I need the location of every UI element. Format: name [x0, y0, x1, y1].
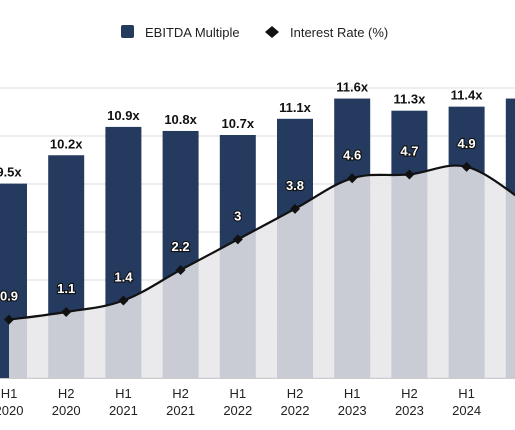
x-tick-year-8: 2024 [452, 403, 481, 418]
rate-label-0: 0.9 [0, 289, 18, 304]
interest-line [4, 161, 515, 325]
interest-marker-8 [461, 161, 472, 172]
x-tick-label-3: H2 [172, 386, 189, 401]
x-tick-label-1: H2 [58, 386, 75, 401]
interest-line-path [8, 164, 515, 321]
x-tick-year-4: 2022 [223, 403, 252, 418]
rate-label-3: 2.2 [172, 239, 190, 254]
bar-label-4: 10.7x [222, 116, 255, 131]
bar-label-1: 10.2x [50, 136, 83, 151]
x-tick-label-6: H1 [344, 386, 361, 401]
x-tick-label-0: H1 [1, 386, 18, 401]
rate-label-7: 4.7 [400, 143, 418, 158]
rate-label-8: 4.9 [458, 136, 476, 151]
x-tick-year-7: 2023 [395, 403, 424, 418]
interest-marker-3 [175, 264, 186, 275]
x-tick-label-5: H2 [287, 386, 304, 401]
interest-marker-1 [61, 306, 72, 317]
interest-area [9, 165, 515, 378]
x-tick-label-8: H1 [458, 386, 475, 401]
legend-label-ebitda: EBITDA Multiple [145, 25, 240, 40]
bar-labels: 9.5x 10.2x 10.9x 10.8x 10.7x 11.1x 11.6x 11.3x 1… [0, 80, 484, 180]
rate-label-1: 1.1 [57, 281, 75, 296]
x-tick-year-2: 2021 [109, 403, 138, 418]
bar-label-6: 11.6x [336, 80, 369, 95]
x-tick-label-7: H2 [401, 386, 418, 401]
bar-label-3: 10.8x [164, 112, 197, 127]
x-tick-year-0: 2020 [0, 403, 23, 418]
x-tick-year-3: 2021 [166, 403, 195, 418]
legend-swatch-ebitda [121, 25, 134, 38]
x-tick-label-4: H1 [229, 386, 246, 401]
x-tick-year-1: 2020 [52, 403, 81, 418]
x-tick-label-2: H1 [115, 386, 132, 401]
interest-area-fill [9, 165, 515, 378]
rate-label-2: 1.4 [114, 270, 133, 285]
rate-label-5: 3.8 [286, 178, 304, 193]
legend-label-interest: Interest Rate (%) [290, 25, 388, 40]
interest-marker-7 [404, 169, 415, 180]
interest-marker-4 [232, 234, 243, 245]
bar-label-0: 9.5x [0, 165, 22, 180]
bar-label-7: 11.3x [393, 92, 426, 107]
rate-label-6: 4.6 [343, 147, 361, 162]
rate-labels: 0.91.11.42.233.84.64.74.94 [0, 135, 477, 305]
rate-label-4: 3 [234, 208, 241, 223]
x-tick-year-6: 2023 [338, 403, 367, 418]
bar-label-2: 10.9x [107, 108, 140, 123]
legend: EBITDA Multiple Interest Rate (%) [121, 25, 388, 40]
bar-label-8: 11.4x [451, 88, 484, 103]
x-tick-year-5: 2022 [281, 403, 310, 418]
interest-marker-6 [347, 173, 358, 184]
bar-label-5: 11.1x [279, 100, 312, 115]
x-axis: H1 2020 H2 2020 H1 2021 H2 2021 H1 2022 H2 2022 H1 20… [0, 386, 481, 418]
legend-marker-diamond-icon [265, 26, 279, 38]
interest-marker-0 [4, 314, 14, 325]
interest-marker-5 [290, 203, 300, 214]
interest-marker-2 [118, 295, 129, 306]
